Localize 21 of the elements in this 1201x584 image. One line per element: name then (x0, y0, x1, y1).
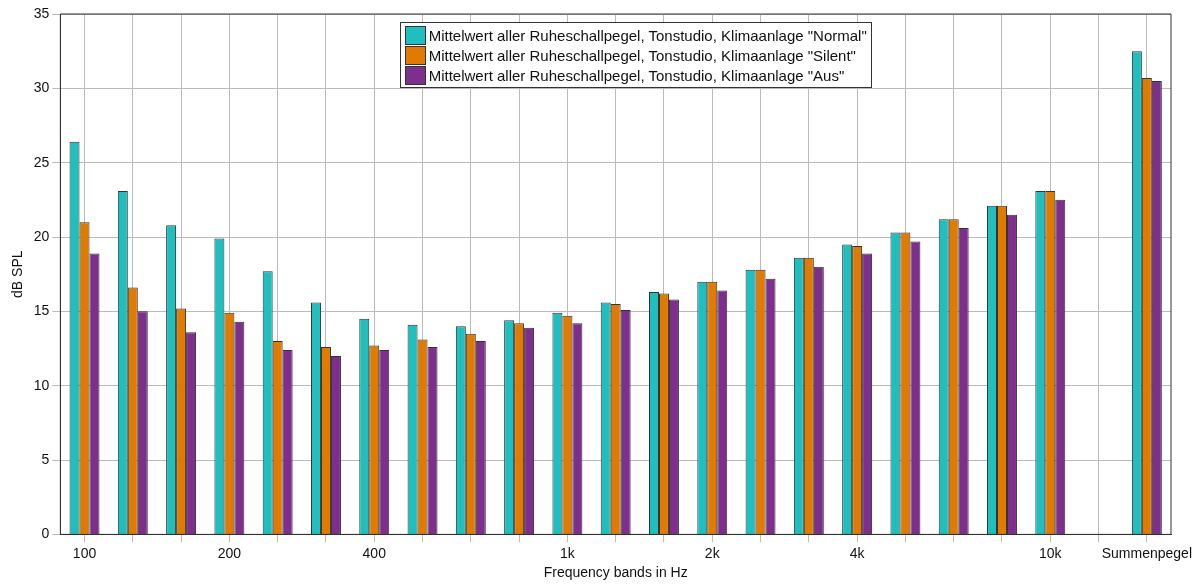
x-tick-label: 400 (362, 544, 387, 561)
legend-label: Mittelwert aller Ruheschallpegel, Tonstudio, Klimaanlage "Silent" (428, 46, 856, 64)
x-tick-label: 4k (849, 544, 866, 561)
y-tick-label: 30 (33, 79, 50, 96)
x-tick-label: Summenpegel (1101, 544, 1192, 561)
x-tick-label: 100 (72, 544, 97, 561)
y-tick-label: 0 (41, 525, 50, 542)
y-tick-label: 20 (33, 227, 50, 244)
x-tick-label: 10k (1038, 544, 1063, 561)
legend-label: Mittelwert aller Ruheschallpegel, Tonstudio, Klimaanlage "Aus" (428, 66, 845, 84)
x-axis-title: Frequency bands in Hz (543, 564, 688, 581)
y-tick-label: 15 (33, 302, 50, 319)
x-tick-label: 2k (704, 544, 721, 561)
y-tick-label: 35 (33, 4, 50, 21)
y-axis-title: dB SPL (9, 250, 26, 298)
x-tick-label: 200 (217, 544, 242, 561)
x-tick-label: 1k (560, 544, 576, 561)
legend-label: Mittelwert aller Ruheschallpegel, Tonstudio, Klimaanlage "Normal" (428, 26, 867, 44)
y-tick-label: 10 (33, 376, 50, 393)
y-tick-label: 5 (41, 450, 50, 467)
y-tick-label: 25 (33, 153, 50, 170)
